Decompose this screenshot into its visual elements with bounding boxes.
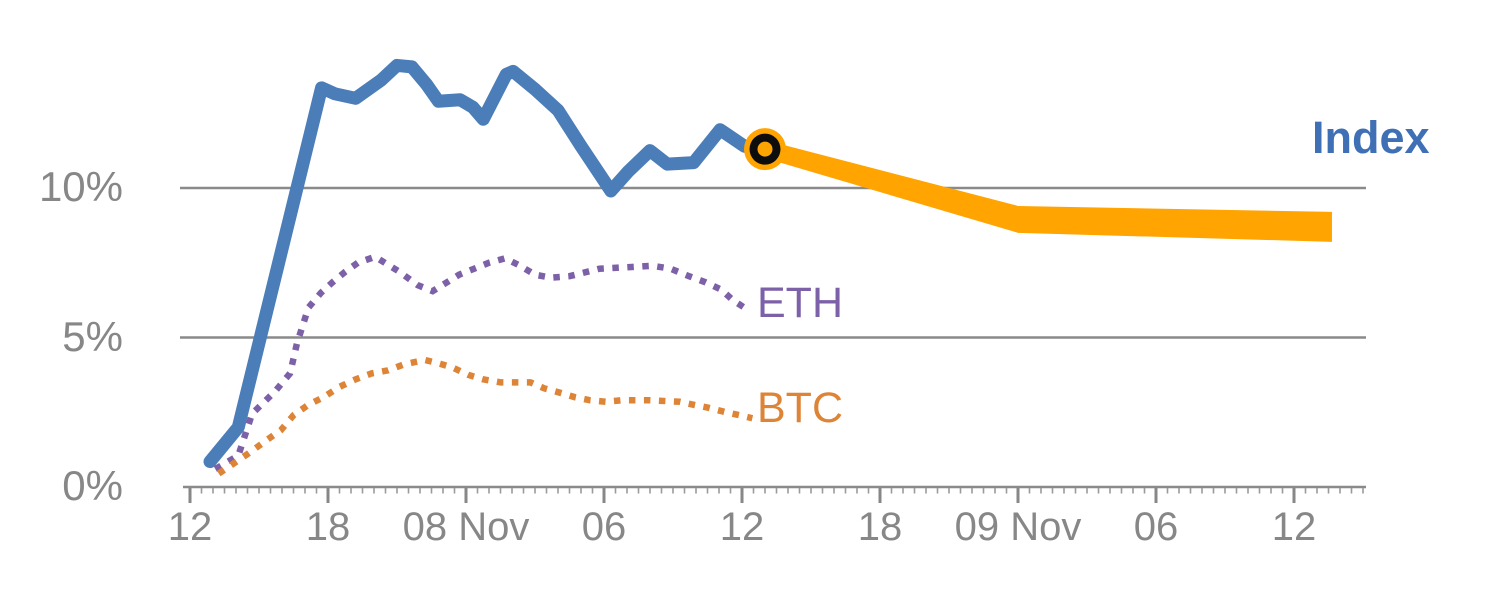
y-axis-label: 5% — [62, 312, 123, 360]
series-band-index-forecast — [765, 140, 1332, 242]
handoff-marker-inner — [757, 141, 773, 157]
x-axis-label: 18 — [305, 505, 351, 549]
series-label-eth: ETH — [757, 279, 843, 327]
x-axis-label: 12 — [719, 505, 765, 549]
x-axis-label: 08 Nov — [402, 505, 530, 549]
series-label-btc: BTC — [757, 384, 843, 432]
series-line-btc — [216, 356, 754, 477]
y-axis-label: 0% — [62, 462, 123, 510]
series-line-eth — [213, 253, 751, 472]
x-axis-label: 06 — [581, 505, 627, 549]
x-axis-label: 09 Nov — [954, 505, 1082, 549]
series-line-index — [203, 58, 772, 469]
x-axis-label: 12 — [167, 505, 213, 549]
x-axis-label: 12 — [1271, 505, 1317, 549]
y-axis-label: 10% — [38, 163, 123, 211]
series-label-index: Index — [1312, 112, 1430, 163]
x-axis-label: 18 — [857, 505, 903, 549]
x-axis-label: 06 — [1133, 505, 1179, 549]
